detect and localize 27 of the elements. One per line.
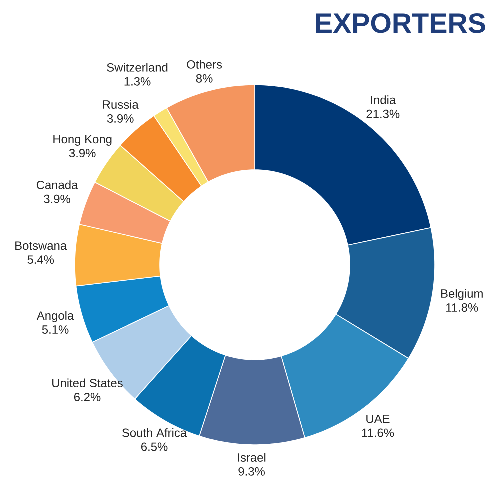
slice-label: Angola	[36, 311, 74, 322]
data-label: 11.6%	[362, 428, 394, 438]
data-label: 9.3%	[238, 467, 265, 476]
slice-label: Russia	[103, 100, 139, 109]
data-label: 3.9%	[69, 149, 96, 158]
data-label: 11.8%	[446, 303, 478, 312]
data-label: 1.3%	[124, 77, 151, 86]
slice-label: Botswana	[16, 242, 68, 250]
slice-label: South Africa	[122, 428, 188, 438]
data-label: 21.3%	[366, 110, 400, 118]
slice-label: UAE	[366, 414, 390, 424]
data-label: 8%	[196, 74, 213, 83]
data-label: 3.9%	[107, 114, 134, 123]
slice-label: India	[371, 96, 396, 104]
data-label: 6.5%	[142, 442, 168, 452]
data-label: 5.1%	[42, 326, 69, 334]
slice-label: Switzerland	[107, 63, 168, 72]
slice-label: Canada	[36, 180, 78, 190]
data-label: 3.9%	[44, 194, 70, 204]
data-label: 5.4%	[28, 256, 54, 264]
chart-title: EXPORTERS	[316, 14, 486, 34]
slice-label: United States	[52, 378, 123, 388]
slice-label: Hong Kong	[54, 135, 112, 146]
data-label: 6.2%	[74, 392, 101, 402]
slice-label: Israel	[238, 453, 266, 462]
slice-label: Belgium	[442, 289, 483, 300]
slice-label: Others	[187, 60, 222, 69]
